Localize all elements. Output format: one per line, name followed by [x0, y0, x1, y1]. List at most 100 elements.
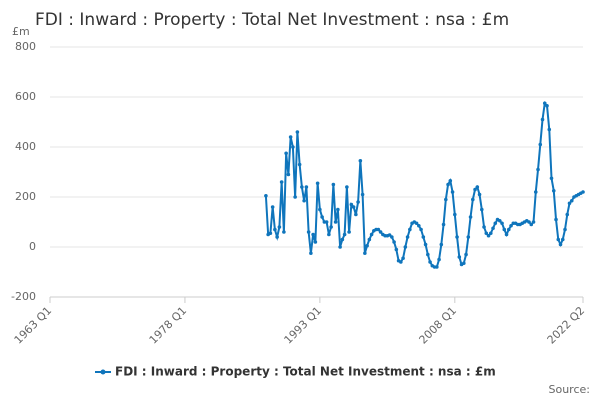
point: [428, 260, 432, 264]
point: [313, 240, 318, 244]
point: [399, 260, 403, 264]
x-tick-label: 1963 Q1: [12, 304, 55, 347]
point: [408, 227, 412, 232]
y-tick-label: 400: [15, 140, 36, 153]
source-label: Source:: [549, 383, 591, 396]
point: [367, 237, 372, 242]
point: [457, 255, 462, 259]
x-tick-label: 2008 Q1: [417, 304, 460, 347]
point: [324, 220, 329, 224]
chart-title: FDI : Inward : Property : Total Net Inve…: [35, 10, 509, 30]
point: [392, 240, 396, 244]
point: [497, 218, 502, 223]
point: [336, 207, 340, 212]
point: [529, 222, 534, 227]
point: [414, 221, 419, 226]
point: [426, 252, 430, 257]
point: [547, 127, 552, 132]
point: [273, 227, 277, 232]
point: [282, 230, 286, 234]
point: [358, 158, 363, 163]
point: [551, 188, 556, 193]
point: [340, 237, 345, 242]
point: [468, 215, 473, 219]
point: [318, 207, 322, 212]
point: [268, 231, 273, 236]
point: [473, 187, 477, 192]
point: [401, 256, 405, 261]
point: [421, 235, 426, 239]
point: [542, 101, 547, 106]
y-tick-label: 200: [15, 190, 36, 203]
point: [538, 142, 543, 147]
point: [448, 178, 453, 183]
point: [455, 235, 459, 239]
y-tick-label: -200: [11, 290, 36, 303]
point: [419, 227, 423, 232]
point: [345, 185, 349, 189]
series-line: [264, 100, 584, 268]
y-tick-label: 800: [15, 40, 36, 53]
point: [484, 231, 489, 236]
point: [277, 225, 282, 229]
point: [466, 235, 471, 239]
point: [464, 252, 468, 257]
point: [423, 242, 428, 247]
point: [491, 226, 495, 231]
point: [527, 220, 531, 224]
x-tick-label: 1993 Q1: [282, 304, 325, 347]
point: [349, 202, 354, 207]
point: [509, 223, 513, 228]
x-tick-label: 2022 Q2: [545, 304, 588, 347]
point: [486, 233, 491, 238]
point: [502, 227, 507, 232]
point: [569, 198, 574, 203]
point: [309, 251, 313, 256]
legend-marker: [100, 369, 106, 375]
point: [567, 201, 572, 206]
y-tick-label: 0: [29, 240, 36, 253]
point: [270, 205, 275, 209]
point: [356, 200, 360, 204]
point: [288, 135, 293, 139]
point: [558, 242, 563, 247]
point: [363, 251, 367, 256]
point: [549, 176, 554, 181]
point: [342, 232, 347, 237]
point: [291, 145, 295, 149]
point: [376, 227, 381, 232]
point: [439, 242, 444, 247]
point: [311, 232, 315, 237]
point: [560, 237, 565, 242]
point: [390, 235, 394, 239]
point: [556, 237, 561, 242]
point: [295, 130, 300, 134]
point: [365, 243, 369, 248]
point: [320, 215, 324, 219]
point: [284, 151, 288, 156]
point: [315, 181, 320, 186]
point: [475, 185, 480, 189]
point: [403, 245, 408, 249]
point: [333, 220, 338, 224]
point: [279, 180, 284, 184]
point: [329, 225, 333, 229]
point: [369, 232, 374, 237]
point: [264, 193, 268, 198]
point: [293, 195, 297, 199]
point: [351, 205, 356, 209]
point: [493, 221, 498, 226]
point: [446, 182, 450, 187]
point: [500, 221, 504, 226]
point: [536, 167, 540, 172]
point: [417, 223, 421, 228]
point: [347, 230, 351, 234]
point: [565, 212, 570, 217]
point: [554, 217, 558, 222]
point: [504, 232, 509, 237]
point: [394, 247, 399, 252]
point: [354, 212, 358, 217]
point: [545, 103, 549, 108]
point: [482, 225, 486, 229]
